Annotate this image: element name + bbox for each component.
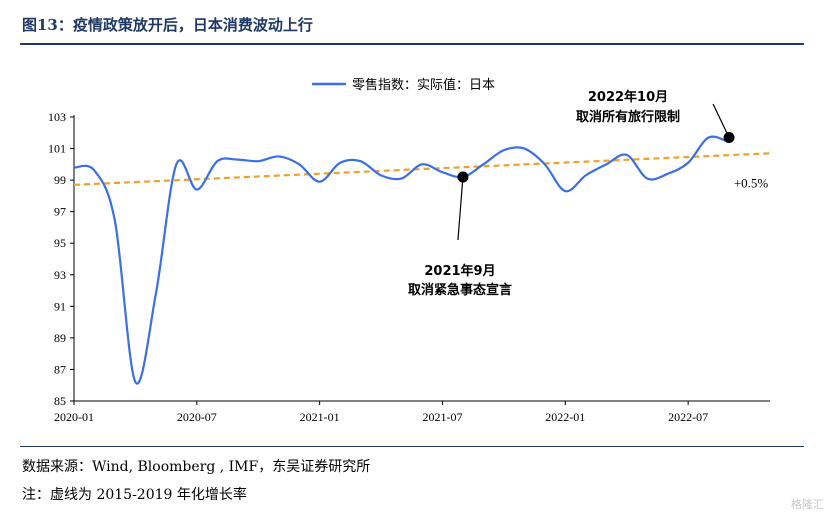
line-chart: 85 87 89 91 93 95 97 99 101 103 2020-01 2020-07 2021…	[48, 77, 771, 424]
y-tick-label: 101	[48, 142, 66, 156]
y-tick-label: 85	[54, 394, 66, 408]
series-line-japan-retail	[73, 135, 730, 385]
x-tick-label: 2020-07	[177, 410, 217, 424]
annotation-label-2021-09-event: 取消紧急事态宣言	[408, 282, 512, 298]
y-tick-label: 89	[54, 331, 66, 345]
annotation-leader-2021-09	[457, 176, 464, 241]
y-tick-label: 103	[48, 110, 66, 124]
series-layer	[73, 135, 730, 385]
x-tick-label: 2021-07	[422, 410, 462, 424]
y-tick-label: 91	[54, 299, 66, 313]
source-note: 数据来源：Wind, Bloomberg , IMF，东吴证券研究所	[22, 459, 371, 475]
annotation-label-2022-10-date: 2022年10月	[588, 89, 668, 105]
y-tick-label: 87	[54, 362, 66, 376]
title-divider	[20, 43, 804, 45]
x-tick-label: 2022-01	[545, 410, 585, 424]
footnote: 注：虚线为 2015-2019 年化增长率	[22, 487, 247, 503]
legend-label: 零售指数：实际值：日本	[352, 77, 495, 93]
trend-line	[73, 152, 771, 186]
chart-legend: 零售指数：实际值：日本	[312, 77, 495, 93]
x-tick-label: 2021-01	[300, 410, 340, 424]
x-tick-label: 2020-01	[54, 410, 94, 424]
y-tick-label: 95	[54, 236, 66, 250]
annotation-marker-2022-10	[723, 132, 735, 144]
annotation-label-2021-09-date: 2021年9月	[424, 263, 495, 279]
annotation-label-2022-10-event: 取消所有旅行限制	[576, 109, 680, 125]
figure-title: 图13：疫情政策放开后，日本消费波动上行	[22, 16, 313, 34]
chart-axes: 85 87 89 91 93 95 97 99 101 103 2020-01 2020-07 2021…	[48, 110, 770, 424]
trend-layer: +0.5%	[73, 152, 771, 190]
y-tick-label: 99	[54, 173, 66, 187]
x-tick-label: 2022-07	[668, 410, 708, 424]
watermark: 格隆汇	[791, 498, 824, 511]
footer-divider	[20, 446, 804, 447]
y-tick-label: 97	[54, 205, 66, 219]
annotation-leader-2022-10	[712, 103, 730, 138]
trend-label: +0.5%	[734, 175, 769, 190]
y-tick-label: 93	[54, 268, 66, 282]
annotation-marker-2021-09	[457, 171, 469, 183]
